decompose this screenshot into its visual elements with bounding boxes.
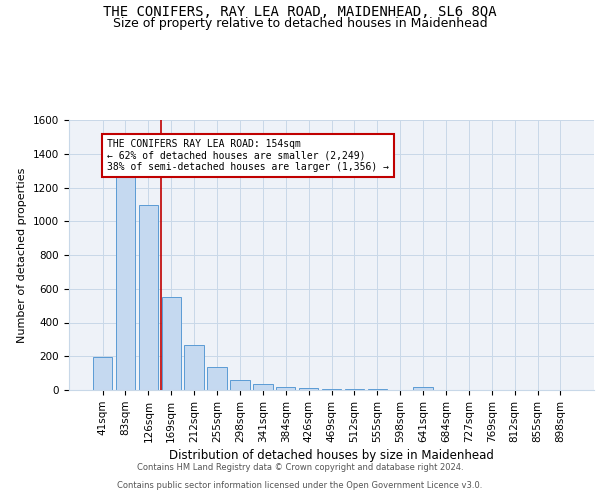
Bar xyxy=(344,389,364,390)
Bar xyxy=(161,297,181,390)
Bar xyxy=(184,345,204,390)
Bar xyxy=(230,380,250,390)
Bar xyxy=(322,388,341,390)
Bar xyxy=(116,176,135,390)
Bar xyxy=(413,388,433,390)
Text: THE CONIFERS RAY LEA ROAD: 154sqm
← 62% of detached houses are smaller (2,249)
3: THE CONIFERS RAY LEA ROAD: 154sqm ← 62% … xyxy=(107,138,389,172)
Text: Size of property relative to detached houses in Maidenhead: Size of property relative to detached ho… xyxy=(113,18,487,30)
Y-axis label: Number of detached properties: Number of detached properties xyxy=(17,168,28,342)
Bar xyxy=(93,357,112,390)
Bar xyxy=(253,384,272,390)
Text: THE CONIFERS, RAY LEA ROAD, MAIDENHEAD, SL6 8QA: THE CONIFERS, RAY LEA ROAD, MAIDENHEAD, … xyxy=(103,5,497,19)
Bar xyxy=(276,387,295,390)
Text: Contains HM Land Registry data © Crown copyright and database right 2024.: Contains HM Land Registry data © Crown c… xyxy=(137,464,463,472)
X-axis label: Distribution of detached houses by size in Maidenhead: Distribution of detached houses by size … xyxy=(169,449,494,462)
Text: Contains public sector information licensed under the Open Government Licence v3: Contains public sector information licen… xyxy=(118,481,482,490)
Bar xyxy=(299,388,319,390)
Bar xyxy=(139,205,158,390)
Bar xyxy=(208,368,227,390)
